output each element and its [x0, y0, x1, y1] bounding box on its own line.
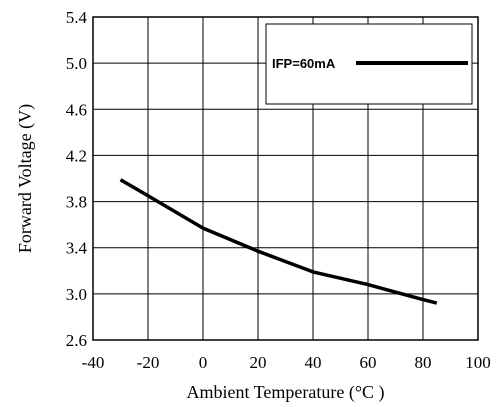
series-line [119, 178, 438, 305]
x-tick-label: -40 [82, 353, 105, 372]
y-tick-label: 2.6 [66, 331, 87, 350]
x-tick-label: 0 [199, 353, 208, 372]
y-tick-label: 3.4 [66, 239, 88, 258]
y-tick-label: 4.2 [66, 146, 87, 165]
x-tick-label: 100 [465, 353, 491, 372]
legend: IFP=60mA [265, 23, 473, 105]
y-tick-label: 5.0 [66, 54, 87, 73]
y-axis-title: Forward Voltage (V) [15, 104, 36, 253]
x-axis-title: Ambient Temperature (°C ) [186, 382, 384, 403]
series-layer [119, 178, 438, 305]
x-tick-labels: -40 -20 0 20 40 60 80 100 [82, 353, 491, 372]
y-tick-label: 4.6 [66, 100, 87, 119]
y-tick-label: 5.4 [66, 8, 88, 27]
y-tick-labels: 2.6 3.0 3.4 3.8 4.2 4.6 5.0 5.4 [66, 8, 88, 350]
x-tick-label: 20 [250, 353, 267, 372]
x-tick-label: 80 [415, 353, 432, 372]
x-tick-label: 40 [305, 353, 322, 372]
legend-entry-label: IFP=60mA [272, 56, 336, 71]
y-tick-label: 3.0 [66, 285, 87, 304]
x-tick-label: -20 [137, 353, 160, 372]
plot-frame [92, 16, 479, 341]
y-tick-label: 3.8 [66, 193, 87, 212]
x-tick-label: 60 [360, 353, 377, 372]
